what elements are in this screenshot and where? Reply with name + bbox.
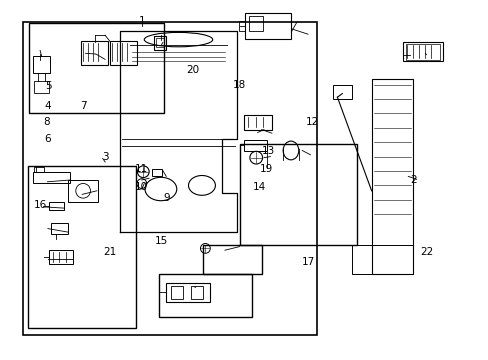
Bar (159, 274, 251, 317)
Bar (156, 38, 163, 47)
Text: 8: 8 (43, 117, 50, 127)
Bar (239, 144, 356, 245)
Text: 15: 15 (154, 236, 168, 246)
Text: 18: 18 (232, 80, 246, 90)
Text: 4: 4 (44, 101, 51, 111)
Text: 14: 14 (252, 182, 265, 192)
Text: 13: 13 (261, 146, 274, 156)
Text: 1: 1 (138, 16, 145, 26)
Text: 7: 7 (80, 101, 86, 111)
Bar (203, 245, 261, 274)
Bar (49, 250, 73, 264)
Text: 3: 3 (102, 152, 108, 162)
Bar (49, 202, 63, 210)
Bar (33, 172, 70, 183)
Bar (249, 16, 263, 31)
Bar (405, 44, 439, 60)
Text: 22: 22 (419, 247, 432, 257)
Text: 20: 20 (186, 65, 199, 75)
Bar (110, 41, 137, 65)
Bar (332, 85, 351, 99)
Text: 11: 11 (135, 164, 148, 174)
Text: 10: 10 (135, 182, 148, 192)
Bar (33, 56, 50, 73)
Text: 16: 16 (33, 200, 47, 210)
Bar (81, 41, 107, 65)
Bar (171, 286, 183, 299)
Bar (238, 21, 244, 31)
Bar (23, 22, 316, 335)
Bar (243, 140, 266, 151)
Bar (403, 42, 442, 61)
Bar (154, 36, 166, 50)
Text: 19: 19 (259, 164, 273, 174)
Bar (243, 115, 271, 130)
Bar (34, 81, 49, 93)
Text: 17: 17 (301, 257, 314, 267)
Bar (29, 23, 163, 113)
Bar (68, 180, 98, 202)
Bar (34, 167, 44, 172)
Text: 5: 5 (45, 81, 52, 91)
Bar (166, 283, 210, 302)
Text: 2: 2 (409, 175, 416, 185)
Text: 6: 6 (44, 134, 51, 144)
Text: 21: 21 (103, 247, 117, 257)
Text: 12: 12 (305, 117, 318, 127)
Bar (28, 166, 136, 328)
Bar (244, 13, 290, 39)
Bar (190, 286, 203, 299)
Bar (51, 223, 68, 234)
Bar (371, 79, 412, 274)
Text: 9: 9 (163, 193, 169, 203)
Bar (351, 245, 412, 274)
Bar (151, 169, 162, 176)
